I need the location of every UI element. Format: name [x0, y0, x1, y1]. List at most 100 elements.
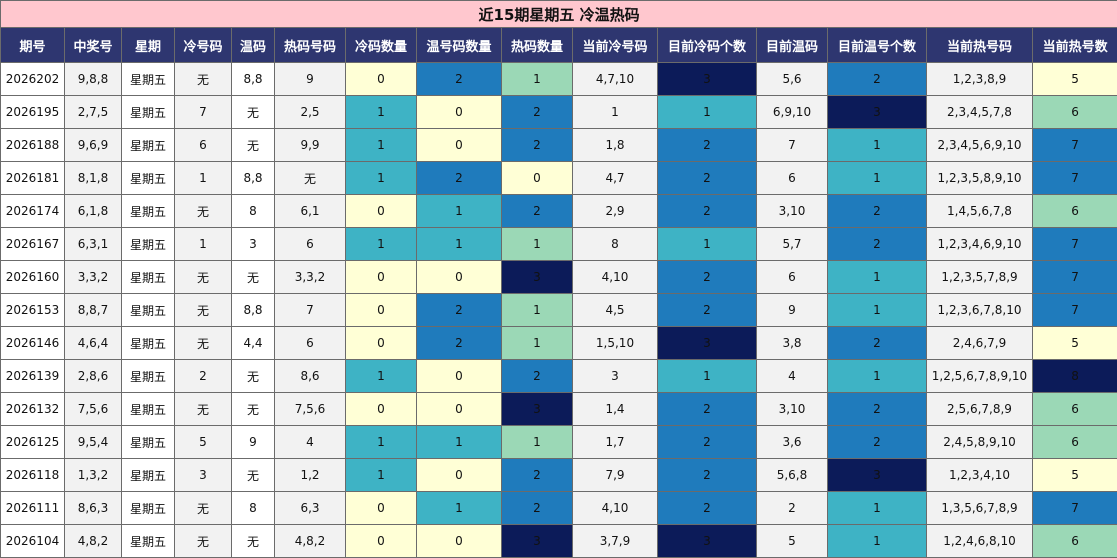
cell-numbers: 6,1,8: [65, 195, 122, 228]
cell-cur-cold-count: 2: [658, 393, 757, 426]
cell-warm-nums: 无: [232, 96, 275, 129]
cell-cold-count: 0: [346, 63, 417, 96]
cell-issue: 2026202: [1, 63, 65, 96]
cell-cur-cold-nums: 1,5,10: [573, 327, 658, 360]
header-issue: 期号: [1, 28, 65, 63]
cell-cur-hot-count: 8: [1033, 360, 1117, 393]
cell-cold-count: 1: [346, 129, 417, 162]
cell-cur-cold-count: 2: [658, 459, 757, 492]
cell-numbers: 9,8,8: [65, 63, 122, 96]
cell-issue: 2026153: [1, 294, 65, 327]
cell-cold-count: 1: [346, 426, 417, 459]
cell-cold-nums: 7: [175, 96, 232, 129]
cell-cur-cold-nums: 4,7,10: [573, 63, 658, 96]
cell-hot-count: 2: [502, 129, 573, 162]
cell-warm-count: 2: [417, 327, 502, 360]
cell-cur-hot-nums: 1,2,3,4,10: [927, 459, 1033, 492]
header-cur-warm-count: 目前温号个数: [828, 28, 927, 63]
header-cur-cold-nums: 当前冷号码: [573, 28, 658, 63]
cell-cold-count: 0: [346, 492, 417, 525]
cell-numbers: 6,3,1: [65, 228, 122, 261]
header-cold-nums: 冷号码: [175, 28, 232, 63]
cell-hot-count: 1: [502, 426, 573, 459]
cell-weekday: 星期五: [122, 294, 175, 327]
cell-cur-warm-nums: 5,7: [757, 228, 828, 261]
cell-hot-count: 1: [502, 294, 573, 327]
cell-cur-hot-count: 5: [1033, 459, 1117, 492]
cell-cur-warm-count: 1: [828, 162, 927, 195]
cell-numbers: 4,6,4: [65, 327, 122, 360]
cell-cold-nums: 6: [175, 129, 232, 162]
header-numbers: 中奖号: [65, 28, 122, 63]
cell-hot-count: 3: [502, 261, 573, 294]
cell-cur-hot-nums: 1,4,5,6,7,8: [927, 195, 1033, 228]
cell-hot-count: 2: [502, 459, 573, 492]
cell-cur-warm-nums: 6: [757, 261, 828, 294]
cell-hot-nums: 3,3,2: [275, 261, 346, 294]
cell-cur-hot-nums: 2,3,4,5,7,8: [927, 96, 1033, 129]
cell-cold-count: 0: [346, 327, 417, 360]
cell-hot-nums: 9,9: [275, 129, 346, 162]
cell-weekday: 星期五: [122, 162, 175, 195]
cell-cur-cold-count: 3: [658, 525, 757, 558]
header-hot-count: 热码数量: [502, 28, 573, 63]
cell-cur-hot-nums: 1,2,5,6,7,8,9,10: [927, 360, 1033, 393]
cell-weekday: 星期五: [122, 393, 175, 426]
cell-numbers: 1,3,2: [65, 459, 122, 492]
cell-issue: 2026181: [1, 162, 65, 195]
header-cur-hot-nums: 当前热号码: [927, 28, 1033, 63]
cell-warm-count: 0: [417, 261, 502, 294]
cell-cur-cold-count: 1: [658, 228, 757, 261]
cell-numbers: 8,1,8: [65, 162, 122, 195]
cell-cur-warm-nums: 3,10: [757, 195, 828, 228]
cell-cold-count: 1: [346, 162, 417, 195]
cell-numbers: 8,8,7: [65, 294, 122, 327]
cell-warm-count: 0: [417, 360, 502, 393]
cell-numbers: 9,5,4: [65, 426, 122, 459]
cell-warm-nums: 无: [232, 393, 275, 426]
cell-hot-nums: 4,8,2: [275, 525, 346, 558]
cell-issue: 2026188: [1, 129, 65, 162]
cell-cur-cold-nums: 1: [573, 96, 658, 129]
cell-hot-nums: 7: [275, 294, 346, 327]
cell-warm-nums: 无: [232, 360, 275, 393]
cell-warm-nums: 无: [232, 129, 275, 162]
cell-hot-count: 3: [502, 525, 573, 558]
cell-cur-hot-count: 7: [1033, 162, 1117, 195]
cell-cur-warm-nums: 6: [757, 162, 828, 195]
cell-cur-warm-count: 1: [828, 492, 927, 525]
cell-hot-count: 0: [502, 162, 573, 195]
cell-cold-count: 0: [346, 525, 417, 558]
cell-weekday: 星期五: [122, 195, 175, 228]
cell-cur-warm-nums: 3,6: [757, 426, 828, 459]
cell-warm-count: 0: [417, 129, 502, 162]
table-title: 近15期星期五 冷温热码: [1, 1, 1117, 28]
cell-cur-cold-count: 1: [658, 96, 757, 129]
cell-warm-count: 2: [417, 162, 502, 195]
cell-cold-nums: 无: [175, 492, 232, 525]
cell-issue: 2026111: [1, 492, 65, 525]
cell-cold-count: 1: [346, 96, 417, 129]
cell-cold-count: 1: [346, 360, 417, 393]
cell-warm-nums: 8: [232, 195, 275, 228]
cell-weekday: 星期五: [122, 96, 175, 129]
cell-hot-count: 2: [502, 492, 573, 525]
cell-cur-warm-nums: 7: [757, 129, 828, 162]
cell-cur-warm-count: 2: [828, 327, 927, 360]
cell-cur-cold-nums: 3: [573, 360, 658, 393]
cell-issue: 2026118: [1, 459, 65, 492]
cell-warm-count: 1: [417, 195, 502, 228]
cell-cur-warm-nums: 4: [757, 360, 828, 393]
cell-numbers: 3,3,2: [65, 261, 122, 294]
cell-cur-warm-count: 1: [828, 261, 927, 294]
cell-warm-count: 1: [417, 228, 502, 261]
cell-warm-nums: 8,8: [232, 63, 275, 96]
